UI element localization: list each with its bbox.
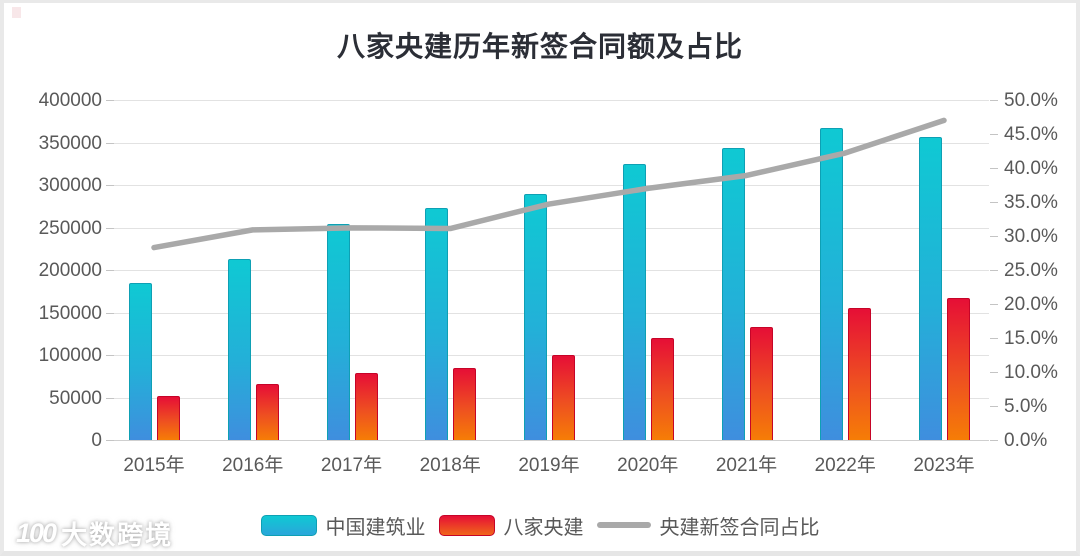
right-axis-tick [990, 134, 998, 135]
bar-八家央建-2019年 [552, 355, 575, 440]
right-axis-tick-label: 15.0% [1004, 328, 1058, 349]
left-axis-tick [106, 270, 114, 271]
left-axis-tick-label: 250000 [38, 217, 102, 239]
gridline [114, 270, 989, 271]
left-axis-tick [106, 397, 114, 399]
gridline [114, 355, 989, 356]
right-axis-tick-label: 35.0% [1004, 192, 1058, 213]
right-axis-tick [990, 372, 998, 373]
legend-swatch-cyan-bar [260, 514, 317, 536]
legend-label: 八家央建 [503, 516, 584, 539]
left-axis-tick [106, 227, 114, 229]
legend-item-eight-central: 八家央建 [438, 511, 584, 540]
watermark: 100 大数跨境 [16, 515, 174, 551]
right-axis-tick-label: 5.0% [1004, 396, 1048, 417]
right-axis-tick [990, 270, 998, 271]
watermark-logo-icon: 100 [16, 518, 57, 548]
bar-中国建筑业-2015年 [129, 282, 152, 440]
left-axis-tick [106, 185, 114, 186]
left-axis-tick-label: 100000 [38, 345, 102, 366]
left-axis-tick-label: 400000 [38, 90, 102, 111]
x-axis-category-label: 2022年 [814, 455, 876, 476]
gridline [114, 100, 989, 101]
right-axis-tick-label: 20.0% [1004, 294, 1058, 315]
right-axis-tick-label: 30.0% [1004, 226, 1058, 247]
bar-中国建筑业-2016年 [227, 258, 251, 440]
left-axis-tick [106, 440, 114, 441]
x-axis-category-label: 2016年 [222, 455, 284, 476]
right-axis-tick [990, 202, 998, 203]
left-axis-tick-label: 0 [91, 430, 102, 451]
bar-八家央建-2021年 [749, 326, 773, 440]
right-axis-tick-label: 50.0% [1004, 90, 1058, 111]
bar-八家央建-2022年 [848, 308, 872, 440]
x-axis-category-label: 2023年 [913, 455, 975, 476]
legend-label: 央建新签合同占比 [659, 516, 820, 539]
right-axis-tick [990, 100, 998, 101]
bar-八家央建-2017年 [354, 372, 378, 440]
left-axis-tick [106, 100, 114, 101]
x-axis-category-label: 2015年 [123, 455, 185, 476]
left-axis-tick-label: 50000 [49, 387, 102, 409]
legend-item-ratio-line: 央建新签合同占比 [596, 511, 820, 540]
left-axis-tick [106, 312, 114, 314]
right-axis-tick-label: 25.0% [1004, 260, 1058, 281]
page-title: 八家央建历年新签合同额及占比 [336, 31, 743, 62]
corner-artifact [12, 7, 21, 18]
right-axis-tick [990, 338, 998, 339]
gridline [114, 312, 989, 314]
bar-八家央建-2023年 [947, 298, 970, 440]
left-axis-tick-label: 200000 [38, 260, 102, 281]
bar-八家央建-2015年 [157, 395, 180, 440]
legend-label: 中国建筑业 [325, 516, 426, 539]
left-axis-tick-label: 300000 [38, 175, 102, 196]
x-axis-category-label: 2018年 [419, 455, 481, 476]
x-axis-category-label: 2019年 [518, 455, 580, 476]
axis-labels-layer: 400000 350000 300000 250000 200000 150000 1000… [4, 3, 1076, 551]
legend-swatch-red-bar [438, 514, 495, 536]
right-axis-tick [990, 406, 998, 407]
left-axis-tick-label: 150000 [38, 302, 102, 324]
right-axis-tick [990, 168, 998, 169]
bar-八家央建-2016年 [255, 383, 279, 440]
right-axis-tick-label: 0.0% [1004, 430, 1048, 451]
watermark-text: 大数跨境 [61, 520, 174, 550]
left-axis-tick-label: 350000 [38, 132, 102, 154]
right-axis-tick [990, 440, 998, 441]
bar-八家央建-2020年 [650, 338, 674, 440]
legend-swatch-gray-line [596, 522, 651, 528]
x-axis-category-label: 2021年 [715, 455, 778, 476]
legend-item-china-construction: 中国建筑业 [260, 511, 426, 540]
right-axis-tick-label: 45.0% [1004, 124, 1058, 145]
left-axis-tick [106, 355, 114, 356]
gridline [114, 440, 989, 441]
left-axis-tick [106, 142, 114, 144]
legend: 中国建筑业 八家央建 央建新签合同占比 [4, 507, 1076, 543]
right-axis-tick [990, 304, 998, 305]
x-axis-category-label: 2017年 [320, 455, 383, 476]
gridline [114, 397, 989, 399]
right-axis-tick [990, 236, 998, 237]
right-axis-tick-label: 40.0% [1004, 158, 1058, 179]
right-axis-tick-label: 10.0% [1004, 362, 1058, 383]
bar-八家央建-2018年 [453, 367, 477, 440]
x-axis-category-label: 2020年 [617, 455, 679, 476]
